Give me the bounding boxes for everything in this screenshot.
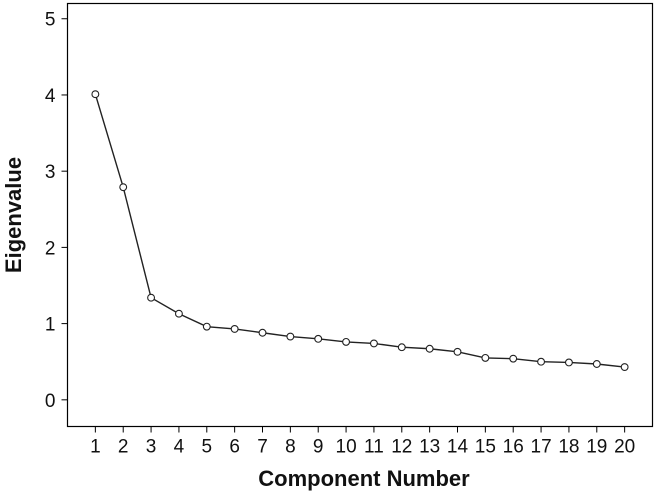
data-point	[481, 353, 490, 362]
data-point	[202, 322, 211, 331]
data-point	[91, 90, 100, 99]
data-point	[425, 344, 434, 353]
x-tick-label: 8	[285, 437, 296, 458]
y-tick-label: 5	[45, 10, 56, 31]
data-point	[119, 183, 128, 192]
series-line	[94, 93, 625, 368]
x-tick-label: 17	[531, 437, 552, 458]
x-tick-label: 19	[586, 437, 607, 458]
data-point	[258, 328, 267, 337]
x-axis-title: Component Number	[258, 466, 470, 491]
y-tick-label: 3	[45, 162, 56, 183]
x-tick-label: 5	[201, 437, 212, 458]
plot-frame	[66, 2, 654, 428]
data-point	[509, 354, 518, 363]
x-tick-label: 2	[118, 437, 129, 458]
data-point	[537, 357, 546, 366]
data-point	[174, 309, 183, 318]
data-point	[230, 324, 239, 333]
x-tick-label: 10	[336, 437, 357, 458]
x-tick-label: 6	[229, 437, 240, 458]
x-axis: 1 2 3 4 5 6 7 8 9 10 11 12 13 14 15 16 17 18 19 20	[90, 426, 635, 458]
y-tick-label: 2	[45, 238, 56, 259]
data-point	[564, 358, 573, 367]
x-tick-label: 11	[364, 437, 384, 458]
x-tick-label: 4	[174, 437, 185, 458]
data-point	[397, 343, 406, 352]
y-axis: 0 1 2 3 4 5	[45, 10, 68, 412]
x-tick-label: 20	[614, 437, 635, 458]
x-tick-label: 3	[146, 437, 157, 458]
data-point	[314, 334, 323, 343]
data-points	[91, 90, 629, 372]
x-tick-label: 16	[503, 437, 524, 458]
x-tick-label: 18	[558, 437, 579, 458]
data-point	[342, 337, 351, 346]
x-tick-label: 14	[447, 437, 469, 458]
x-tick-label: 7	[257, 437, 268, 458]
y-tick-label: 4	[45, 86, 56, 107]
data-point	[369, 339, 378, 348]
data-point	[147, 293, 156, 302]
y-tick-label: 0	[45, 391, 56, 412]
x-tick-label: 1	[90, 437, 101, 458]
x-tick-label: 13	[419, 437, 440, 458]
y-tick-label: 1	[45, 315, 56, 336]
data-point	[286, 332, 295, 341]
y-axis-title: Eigenvalue	[1, 157, 26, 273]
x-tick-label: 12	[391, 437, 412, 458]
data-point	[620, 363, 629, 372]
data-point	[592, 360, 601, 368]
x-tick-label: 15	[475, 437, 496, 458]
data-point	[453, 347, 462, 356]
x-tick-label: 9	[313, 437, 324, 458]
